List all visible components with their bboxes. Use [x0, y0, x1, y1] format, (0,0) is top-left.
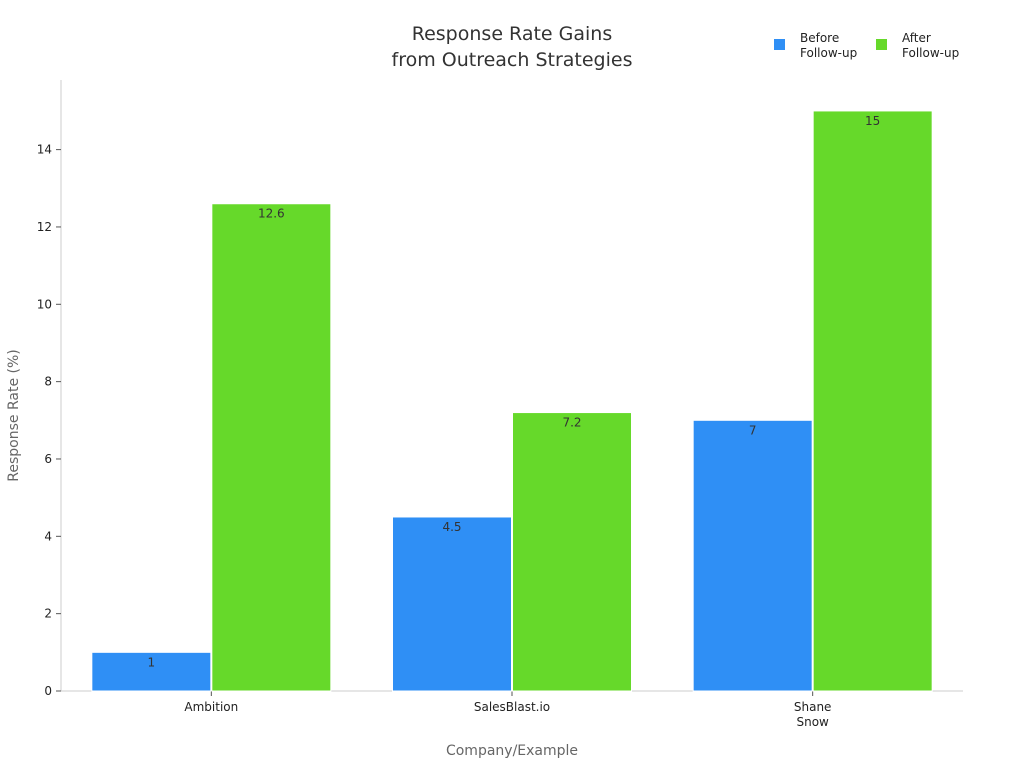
legend-swatch	[876, 39, 887, 50]
y-tick-label: 12	[37, 220, 52, 234]
x-tick-label: SalesBlast.io	[474, 700, 550, 714]
data-label: 15	[865, 114, 880, 128]
y-tick-label: 4	[44, 529, 52, 543]
y-tick-label: 10	[37, 297, 52, 311]
bar	[211, 203, 332, 692]
data-label: 12.6	[258, 207, 285, 221]
y-tick-label: 0	[44, 684, 52, 698]
bar	[692, 419, 813, 692]
chart-axes: 0 2 4 6 8 10 12 14 Response Rate (%) Company/Exam…	[6, 80, 963, 759]
chart-title-line: from Outreach Strategies	[392, 49, 633, 71]
chart-bars	[91, 110, 933, 692]
bar	[512, 412, 632, 692]
chart-legend: Before Follow-up After Follow-up	[774, 31, 959, 60]
x-tick-label: Ambition	[184, 700, 238, 714]
data-label: 4.5	[442, 520, 461, 534]
data-label: 7.2	[562, 416, 581, 430]
legend-label: Before Follow-up	[800, 31, 857, 60]
bar	[812, 110, 933, 692]
y-tick-label: 6	[44, 452, 52, 466]
bar	[91, 651, 212, 692]
chart-data-labels: 1 12.6 4.5 7.2 7 15	[148, 114, 881, 669]
legend-label: After Follow-up	[902, 31, 959, 60]
y-tick-label: 2	[44, 607, 52, 621]
x-axis-title: Company/Example	[446, 743, 578, 759]
data-label: 1	[148, 655, 156, 669]
x-tick-label: Shane Snow	[794, 700, 832, 729]
y-tick-label: 14	[37, 143, 52, 157]
legend-swatch	[774, 39, 785, 50]
chart-title: Response Rate Gains from Outreach Strateg…	[392, 23, 633, 71]
y-axis-title: Response Rate (%)	[6, 349, 22, 481]
bar	[392, 516, 512, 692]
chart-title-line: Response Rate Gains	[412, 23, 612, 45]
y-tick-label: 8	[44, 375, 52, 389]
data-label: 7	[749, 423, 757, 437]
